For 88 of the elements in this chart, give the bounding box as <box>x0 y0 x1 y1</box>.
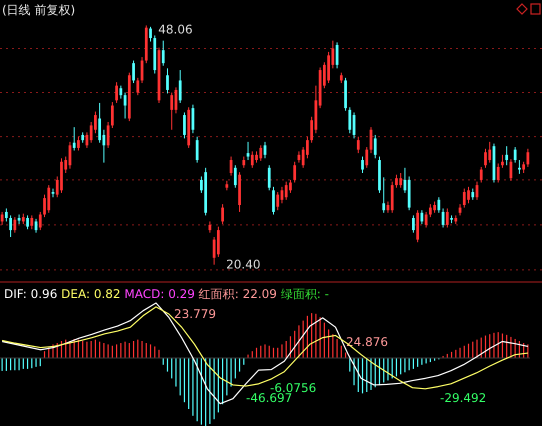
candlestick <box>526 148 530 168</box>
candlestick <box>162 40 165 66</box>
candlestick <box>110 102 114 129</box>
candlestick <box>196 136 199 164</box>
chart-title: (日线 前复权) <box>2 3 76 17</box>
candlestick <box>0 211 4 226</box>
candlestick <box>77 136 80 152</box>
candlestick <box>13 216 16 234</box>
candlestick <box>442 208 444 228</box>
candlestick <box>246 141 250 161</box>
candlestick <box>510 158 512 182</box>
candlestick <box>30 214 34 230</box>
candlestick <box>276 192 280 211</box>
candlestick <box>501 154 504 168</box>
candlestick <box>119 85 122 100</box>
candlestick <box>132 60 135 84</box>
candlestick <box>68 141 72 170</box>
candlestick <box>230 156 232 176</box>
annotation: 48.06 <box>158 22 193 36</box>
candlestick <box>370 126 372 154</box>
annotation: 24.876 <box>346 335 388 349</box>
candlestick <box>272 186 275 216</box>
candlestick <box>480 166 483 184</box>
candlestick <box>336 42 338 69</box>
candlestick <box>26 214 29 230</box>
candlestick <box>424 211 428 228</box>
candlestick <box>106 121 110 148</box>
text: DIF: 0.96 <box>4 287 62 301</box>
candlestick <box>496 162 500 184</box>
candlestick <box>98 102 102 144</box>
candlestick <box>115 82 118 104</box>
candlestick <box>178 70 182 104</box>
candlestick <box>484 148 487 168</box>
candlestick <box>412 214 415 234</box>
candlestick <box>18 214 20 225</box>
candlestick <box>47 184 50 214</box>
candlestick <box>518 160 521 174</box>
candlestick <box>174 86 178 114</box>
candlestick <box>352 112 356 139</box>
candlestick <box>395 174 398 188</box>
candlestick <box>280 186 284 204</box>
candlestick <box>124 92 126 120</box>
candlestick <box>365 146 368 168</box>
text: MACD: 0.29 <box>124 287 199 301</box>
candlestick <box>183 112 186 139</box>
candlestick <box>298 150 300 164</box>
candlestick <box>348 106 352 134</box>
candlestick <box>264 141 266 159</box>
text: 红面积: 22.09 <box>198 287 281 301</box>
candlestick <box>289 179 292 194</box>
candlestick <box>34 218 38 234</box>
candlestick <box>420 210 424 225</box>
candlestick <box>467 186 470 204</box>
candlestick <box>208 220 212 234</box>
annotation: -46.697 <box>246 391 292 405</box>
annotation: -29.492 <box>440 391 486 405</box>
candlestick <box>428 204 432 218</box>
candlestick <box>361 156 364 174</box>
candlestick <box>433 201 436 214</box>
candlestick <box>399 172 402 188</box>
candlestick <box>259 144 262 162</box>
candlestick <box>284 181 288 200</box>
annotation: 20.40 <box>226 258 260 272</box>
candlestick <box>476 181 478 200</box>
candlestick <box>462 188 466 208</box>
text: DEA: 0.82 <box>61 287 124 301</box>
candlestick <box>72 126 76 152</box>
candlestick <box>488 141 492 164</box>
candlestick <box>170 92 174 130</box>
candlestick <box>4 208 8 222</box>
candlestick <box>514 146 517 164</box>
candlestick <box>221 204 224 225</box>
candlestick <box>356 136 360 154</box>
candlestick <box>136 77 140 96</box>
candlestick <box>255 150 258 164</box>
text: 绿面积: - <box>280 287 329 301</box>
candlestick <box>192 104 194 134</box>
candlestick <box>38 211 42 231</box>
candlestick <box>140 56 144 84</box>
candlestick <box>22 213 25 225</box>
candlestick <box>149 26 152 42</box>
candlestick <box>9 214 12 238</box>
candlestick <box>374 134 377 159</box>
candlestick <box>446 208 449 228</box>
annotation: 23.779 <box>174 307 216 321</box>
candlestick <box>458 204 462 216</box>
candlestick <box>166 68 169 94</box>
candlestick <box>293 161 296 184</box>
